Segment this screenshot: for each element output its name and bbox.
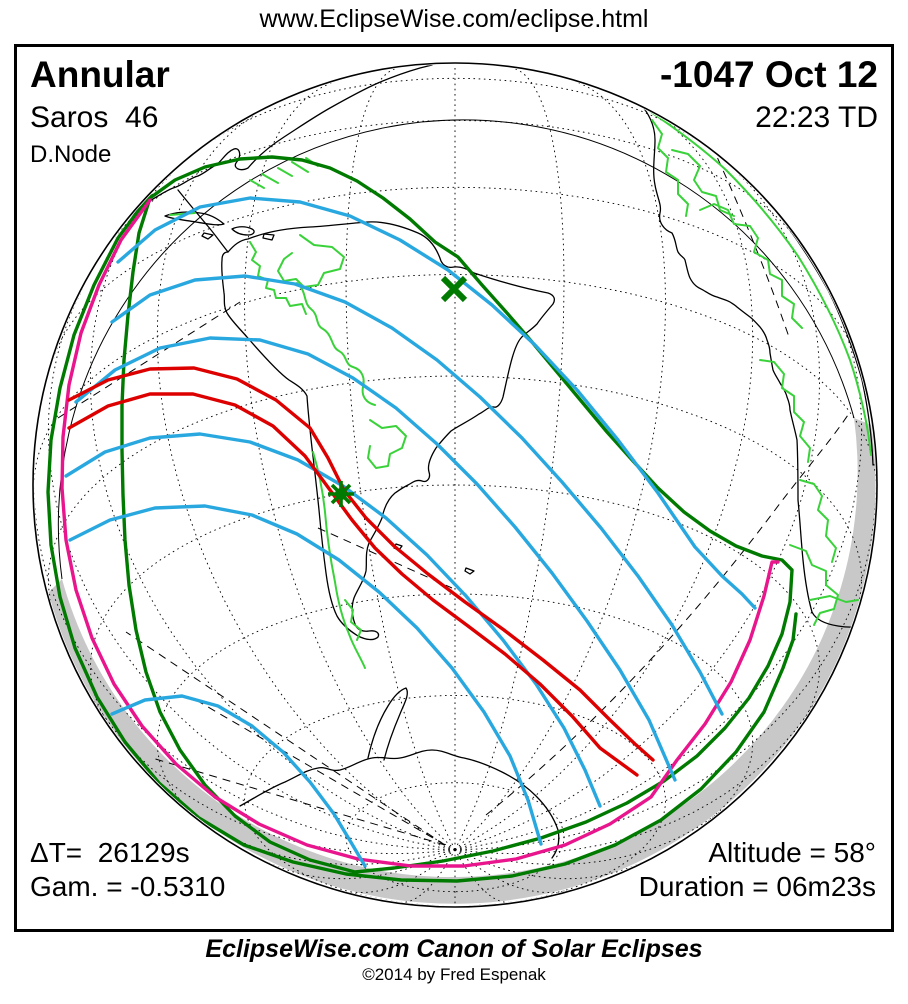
penumbral-limit-loop <box>120 155 794 874</box>
page-url-text: www.EclipseWise.com/eclipse.html <box>259 5 649 33</box>
globe-limb-circle <box>32 62 878 908</box>
africa-west-coast <box>639 103 873 628</box>
antarctica-coast <box>239 749 560 859</box>
eclipse-time-label: 22:23 TD <box>755 101 878 134</box>
hispaniola <box>231 226 255 236</box>
magnitude-curve-south-1 <box>64 432 602 808</box>
duration-label: Duration = 06m23s <box>638 871 876 902</box>
magnitude-curve-north-1 <box>116 196 757 610</box>
south-georgia <box>464 567 475 575</box>
antarctic-peninsula <box>367 687 408 761</box>
magnitude-curve-north-2 <box>110 274 724 716</box>
eclipse-date-label: -1047 Oct 12 <box>659 54 878 95</box>
node-label: D.Node <box>30 141 112 168</box>
magnitude-curve-south-2 <box>68 504 543 846</box>
gamma-label: Gam. = -0.5310 <box>30 871 226 902</box>
footer-copyright: ©2014 by Fred Espenak <box>362 965 546 984</box>
altitude-label: Altitude = 58° <box>708 837 876 868</box>
annular-path-north-limit <box>67 366 655 762</box>
country-borders <box>169 107 872 669</box>
map-frame-border <box>14 44 894 932</box>
puerto-rico <box>262 233 275 241</box>
jamaica <box>201 232 214 240</box>
footer-title: EclipseWise.com Canon of Solar Eclipses <box>205 935 703 963</box>
annular-path-south-limit <box>67 392 639 777</box>
magnitude-curve-south-3 <box>110 694 367 868</box>
delta-t-label: ΔT= 26129s <box>30 837 190 868</box>
saros-label: Saros 46 <box>30 101 159 134</box>
coastlines <box>44 64 874 859</box>
eclipse-curves <box>46 155 798 883</box>
penumbral-limit-outer <box>46 193 798 883</box>
sunrise-sunset-curve <box>60 198 780 868</box>
magnitude-curve-north-3 <box>74 336 677 782</box>
horizon-line <box>57 119 855 580</box>
eclipse-type-label: Annular <box>30 54 170 95</box>
x-marker <box>440 275 468 303</box>
greatest-eclipse-marker <box>328 481 354 507</box>
